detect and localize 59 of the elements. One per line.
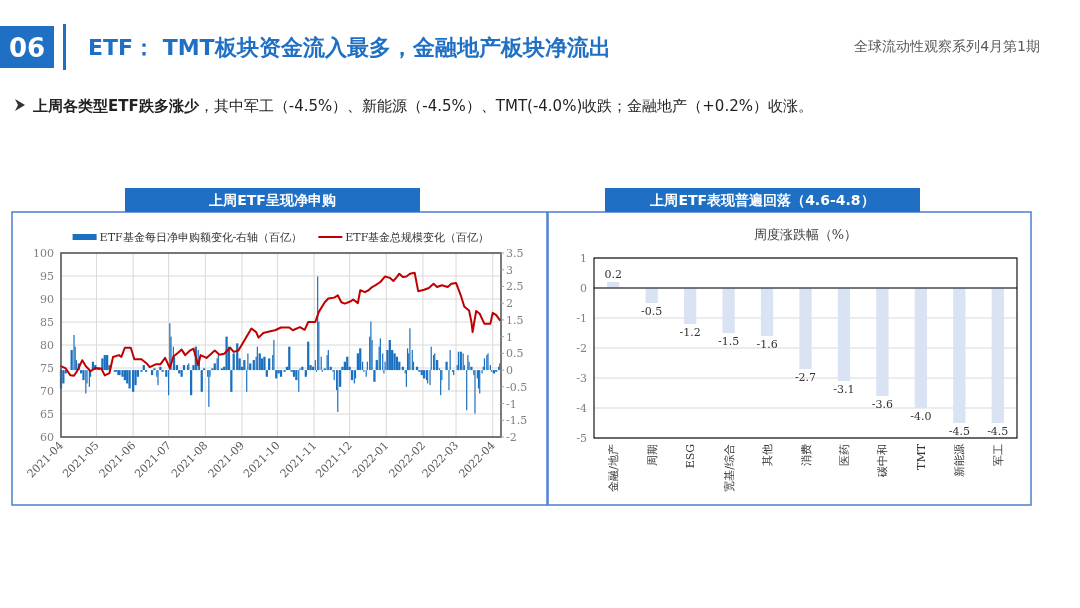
y2-tick-label: 0 [506,364,513,378]
text: 06 [8,33,46,63]
y2-tick-label: 2.5 [506,280,524,294]
y-tick-label: 80 [40,339,54,352]
y2-tick-label: 3 [506,263,513,277]
chart-subtitle: 周度涨跌幅（%） [753,227,858,242]
y-tick-label: 75 [40,362,54,375]
data-label: -4.5 [948,425,970,438]
text: ETF： TMT板块资金流入最多，金融地产板块净流出 [88,35,611,60]
data-label: -1.2 [679,326,701,339]
x-tick-label: 金融/地产 [607,444,621,492]
data-label: -4.5 [987,425,1009,438]
legend-label: ETF基金总规模变化（百亿） [345,231,490,244]
y-tick-label: 65 [40,408,54,421]
data-label: -1.5 [717,335,740,348]
legend-label: ETF基金每日净申购额变化-右轴（百亿） [99,231,303,244]
y2-tick-label: 1 [506,330,513,344]
text: 全球流动性观察系列4月第1期 [854,38,1040,54]
y-tick-label: 95 [40,270,54,283]
y-tick-label: -3 [576,372,587,385]
y-tick-label: 90 [40,293,54,306]
x-tick-label: 碳中和 [876,444,890,478]
data-label: 0.2 [604,268,622,281]
y-tick-label: 85 [40,316,54,329]
y-tick-label: 100 [33,247,54,260]
y2-tick-label: -1.5 [506,414,528,428]
x-tick-label: 医药 [837,444,851,466]
y-tick-label: 1 [580,252,587,265]
x-tick-label: 军工 [991,444,1005,466]
y2-tick-label: 1.5 [506,313,524,327]
y-tick-label: -4 [576,402,587,415]
y2-tick-label: 3.5 [506,247,524,260]
chart-title: 上周ETF表现普遍回落（4.6-4.8） [649,192,875,208]
y2-tick-label: 2 [506,297,513,311]
y2-tick-label: -2 [506,431,517,444]
y-tick-label: -2 [576,342,587,355]
data-label: -2.7 [794,371,817,384]
y-tick-label: -1 [576,312,587,325]
data-label: -0.5 [641,305,663,318]
y-tick-label: -5 [576,432,587,445]
chart-title: 上周ETF呈现净申购 [208,192,336,208]
x-tick-label: 周期 [645,444,659,466]
x-tick-label: 消费 [799,444,813,466]
x-tick-label: TMT [914,443,928,470]
data-label: -3.1 [833,383,855,396]
data-label: -3.6 [871,398,894,411]
y-tick-label: 70 [40,385,54,398]
y2-tick-label: 0.5 [506,347,524,361]
y2-tick-label: -1 [506,397,517,411]
text: 上周各类型ETF跌多涨少，其中军工（-4.5%）、新能源（-4.5%）、TMT(-4.0%)收跌；金融地产（+0.2%）收涨。 [32,97,813,115]
x-tick-label: ESG [684,444,698,469]
y-tick-label: 60 [40,431,54,444]
y2-tick-label: -0.5 [506,380,528,394]
data-label: -1.6 [756,338,778,351]
x-tick-label: 新能源 [953,444,967,477]
data-label: -4.0 [910,410,932,423]
y-tick-label: 0 [580,282,587,295]
x-tick-label: 其他 [761,444,775,466]
x-tick-label: 宽基/综合 [722,444,736,492]
